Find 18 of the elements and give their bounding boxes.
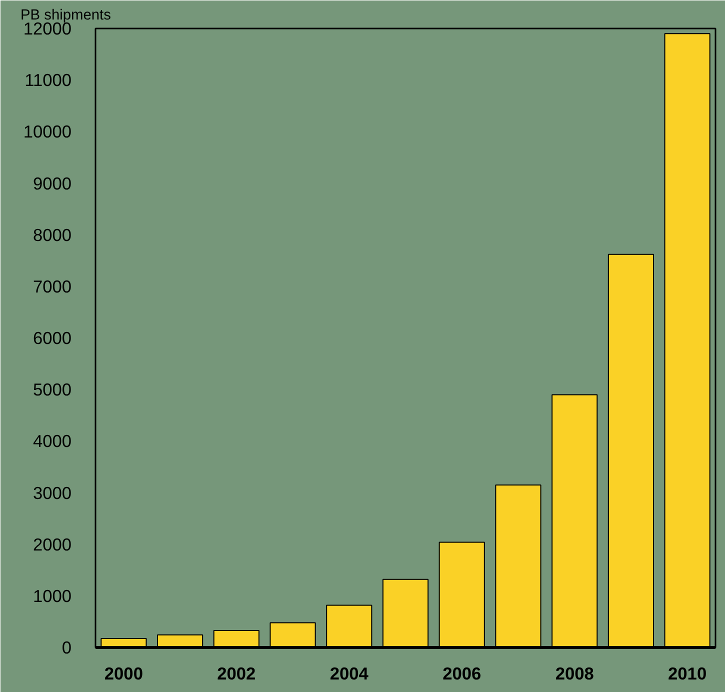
x-tick-label: 2000 (104, 664, 143, 684)
y-tick-label: 7000 (32, 276, 72, 296)
y-tick-label: 4000 (32, 431, 72, 452)
x-tick-label: 2006 (442, 664, 482, 684)
x-tick-label: 2008 (555, 664, 594, 684)
y-tick-label: 5000 (32, 380, 72, 400)
y-tick-label: 1000 (32, 586, 72, 606)
x-tick-label: 2004 (330, 664, 369, 684)
x-tick-label: 2002 (217, 664, 256, 684)
x-tick-label: 2010 (668, 664, 707, 684)
y-tick-label: 2000 (32, 534, 72, 554)
y-tick-label: 0 (62, 638, 72, 658)
y-tick-label: 6000 (32, 328, 72, 348)
y-tick-label: 11000 (24, 70, 72, 90)
y-tick-label: 3000 (32, 482, 72, 503)
y-tick-label: 10000 (23, 122, 72, 142)
y-tick-label: 9000 (32, 173, 72, 194)
y-tick-label: 8000 (32, 224, 72, 245)
